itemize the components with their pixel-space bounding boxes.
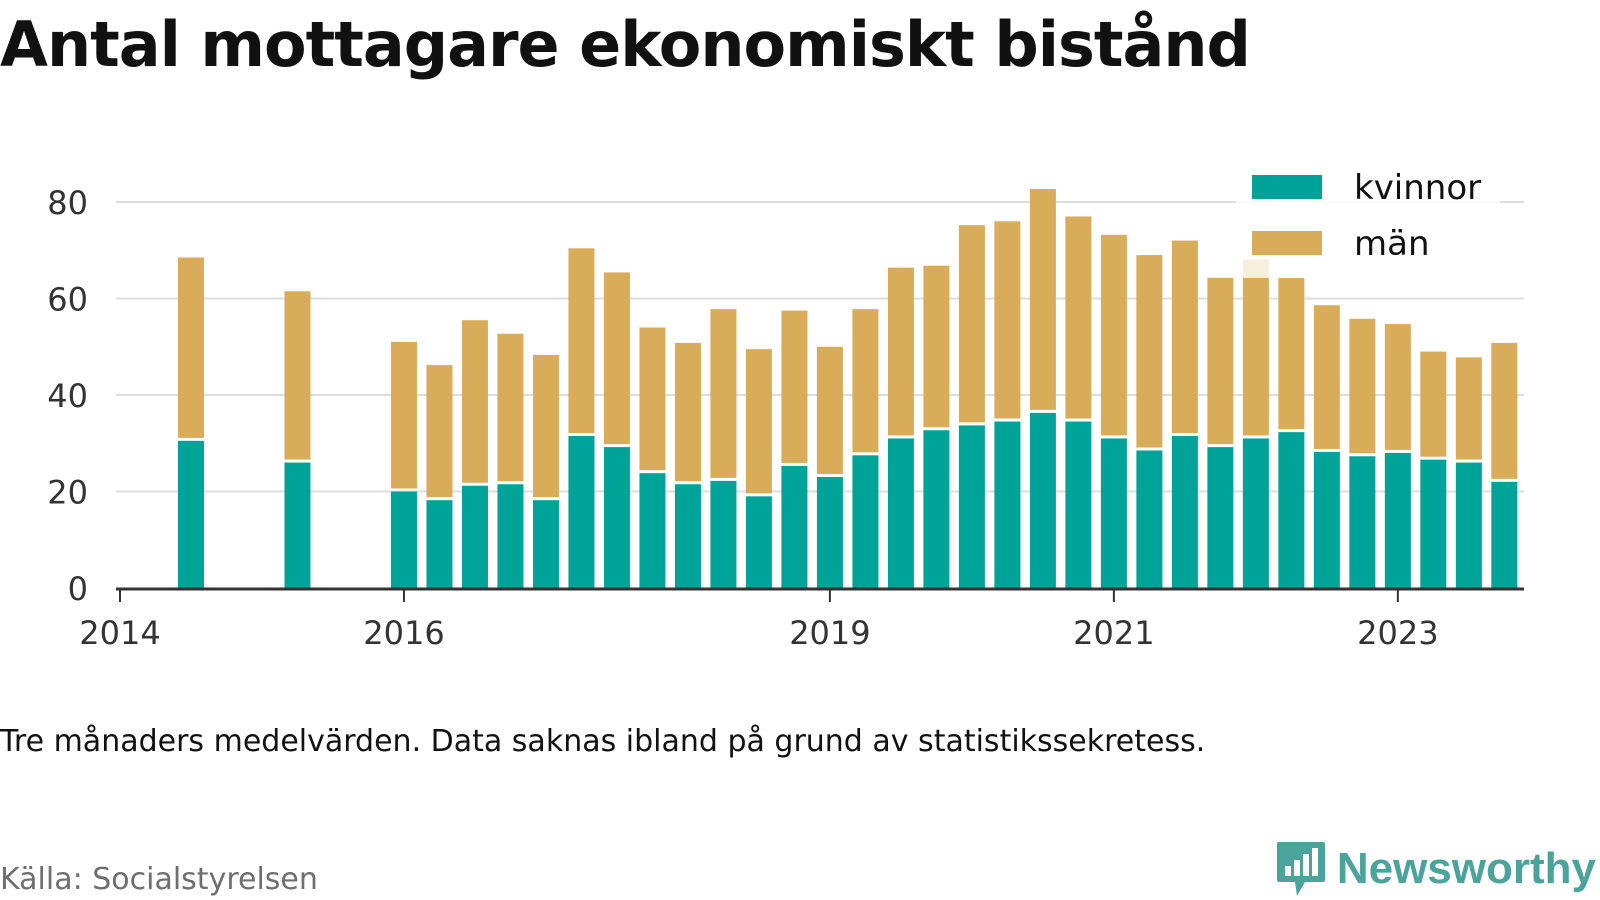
- bar-kvinnor: [1420, 459, 1447, 588]
- bar-kvinnor: [1065, 421, 1092, 588]
- bar-kvinnor: [781, 465, 808, 588]
- bar-man: [1455, 357, 1482, 460]
- bar-man: [1029, 188, 1056, 410]
- brand-name: Newsworthy: [1336, 844, 1596, 893]
- bar-kvinnor: [1242, 438, 1269, 588]
- bar-man: [1420, 351, 1447, 457]
- bar-man: [923, 265, 950, 428]
- bar-man: [958, 225, 985, 423]
- bar-kvinnor: [461, 485, 488, 588]
- x-tick-label: 2021: [1073, 614, 1154, 652]
- bar-man: [887, 267, 914, 436]
- bar-man: [568, 248, 595, 434]
- bar-kvinnor: [852, 455, 879, 588]
- bar-kvinnor: [958, 425, 985, 588]
- bar-man: [816, 346, 843, 475]
- bar-man: [1313, 305, 1340, 449]
- bar-man: [177, 257, 204, 438]
- bar-man: [1171, 240, 1198, 434]
- x-tick-label: 2016: [363, 614, 444, 652]
- chart-title: Antal mottagare ekonomiskt bistånd: [0, 8, 1251, 81]
- bar-kvinnor: [390, 491, 417, 588]
- legend: kvinnor män: [1236, 160, 1500, 278]
- x-tick-label: 2023: [1357, 614, 1438, 652]
- newsworthy-chart-bubble-icon: [1276, 842, 1325, 896]
- bar-man: [1136, 255, 1163, 448]
- footnote: Tre månaders medelvärden. Data saknas ib…: [0, 724, 1206, 759]
- bar-kvinnor: [1278, 432, 1305, 588]
- bar-man: [994, 221, 1021, 419]
- y-tick-label: 40: [47, 377, 88, 415]
- bar-man: [497, 333, 524, 482]
- bar-man: [1100, 234, 1127, 436]
- bar-kvinnor: [603, 447, 630, 588]
- bar-kvinnor: [568, 436, 595, 588]
- brand-logo: Newsworthy: [1275, 840, 1596, 898]
- bar-man: [1349, 318, 1376, 454]
- bar-man: [1278, 277, 1305, 430]
- y-tick-label: 0: [68, 570, 88, 608]
- bar-man: [852, 309, 879, 453]
- bar-kvinnor: [887, 438, 914, 588]
- bar-kvinnor: [497, 484, 524, 588]
- bars: [177, 188, 1518, 588]
- bar-kvinnor: [532, 500, 559, 588]
- bar-kvinnor: [284, 462, 311, 588]
- y-axis-tick-labels: 0 20 40 60 80: [47, 184, 88, 608]
- y-tick-label: 20: [47, 474, 88, 512]
- bar-kvinnor: [1313, 451, 1340, 588]
- bar-man: [284, 291, 311, 460]
- y-tick-label: 80: [47, 184, 88, 222]
- bar-kvinnor: [1384, 452, 1411, 588]
- bar-man: [1065, 216, 1092, 419]
- bar-man: [745, 349, 772, 494]
- legend-swatch: [1252, 175, 1322, 199]
- bar-man: [639, 327, 666, 471]
- bar-kvinnor: [710, 480, 737, 588]
- legend-swatch: [1252, 231, 1322, 255]
- bar-kvinnor: [177, 440, 204, 588]
- bar-kvinnor: [1100, 438, 1127, 588]
- legend-label: kvinnor: [1354, 168, 1481, 208]
- x-tick-label: 2019: [789, 614, 870, 652]
- bar-man: [1384, 324, 1411, 450]
- bar-kvinnor: [1136, 450, 1163, 588]
- bar-man: [426, 365, 453, 498]
- source-text: Källa: Socialstyrelsen: [0, 862, 318, 897]
- bar-man: [603, 272, 630, 445]
- bar-man: [461, 320, 488, 483]
- x-axis: 2014 2016 2019 2021 2023: [79, 587, 1524, 652]
- bar-kvinnor: [816, 477, 843, 588]
- x-tick-label: 2014: [79, 614, 160, 652]
- bar-kvinnor: [1029, 412, 1056, 588]
- bar-man: [781, 310, 808, 463]
- bar-man: [1491, 342, 1518, 479]
- bar-man: [390, 341, 417, 489]
- bar-kvinnor: [923, 430, 950, 588]
- bar-man: [674, 342, 701, 482]
- bar-kvinnor: [745, 496, 772, 588]
- bar-kvinnor: [639, 473, 666, 588]
- bar-kvinnor: [426, 500, 453, 588]
- bar-man: [1242, 259, 1269, 436]
- bar-kvinnor: [674, 484, 701, 588]
- bar-kvinnor: [1207, 447, 1234, 588]
- legend-label: män: [1354, 224, 1430, 264]
- bar-kvinnor: [1349, 456, 1376, 588]
- bar-kvinnor: [1455, 462, 1482, 588]
- bar-man: [532, 354, 559, 498]
- bar-man: [1207, 277, 1234, 445]
- bar-kvinnor: [1491, 481, 1518, 588]
- bar-kvinnor: [994, 421, 1021, 588]
- bar-man: [710, 309, 737, 478]
- y-tick-label: 60: [47, 281, 88, 319]
- bar-kvinnor: [1171, 436, 1198, 588]
